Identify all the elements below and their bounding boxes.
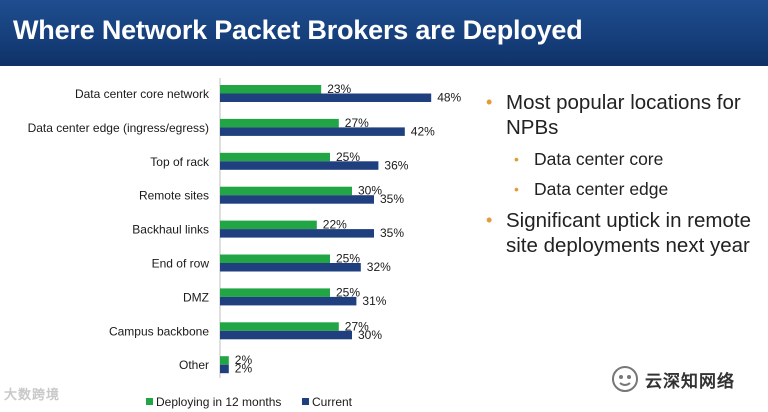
bar-deploying xyxy=(220,118,339,128)
bullet-text: Data center edge xyxy=(534,179,669,199)
bar-current xyxy=(220,330,352,340)
legend-swatch-current xyxy=(302,398,309,405)
bullet-text: Most popular locations for NPBs xyxy=(506,91,741,139)
category-labels: Data center core network Data center edge… xyxy=(28,87,210,372)
bullet-text: Significant uptick in remote site deploy… xyxy=(506,209,751,257)
bullet-dot-icon: • xyxy=(514,151,519,167)
value-label-deploying: 27% xyxy=(345,116,369,130)
bar-current xyxy=(220,93,432,102)
bars xyxy=(220,85,432,374)
value-label-current: 42% xyxy=(411,124,435,138)
value-label-current: 2% xyxy=(235,362,253,376)
value-label-deploying: 27% xyxy=(345,319,369,333)
bar-deploying xyxy=(220,356,229,365)
value-label-deploying: 22% xyxy=(323,218,347,232)
bar-current xyxy=(220,364,229,374)
value-label-current: 36% xyxy=(384,158,408,172)
watermark-right-text: 云深知网络 xyxy=(645,371,735,391)
bar-deploying xyxy=(220,186,352,196)
title-banner: Where Network Packet Brokers are Deploye… xyxy=(0,0,768,66)
value-labels: 23%48%27%42%25%36%30%35%22%35%25%32%25%3… xyxy=(235,82,462,376)
value-label-deploying: 25% xyxy=(336,150,360,164)
value-label-current: 30% xyxy=(358,328,382,342)
bar-deploying xyxy=(220,152,330,162)
category-label: End of row xyxy=(152,257,210,271)
watermark-left: 大数跨境 xyxy=(4,387,61,402)
bullet-dot-icon: • xyxy=(486,210,493,230)
legend-label-deploying: Deploying in 12 months xyxy=(156,395,281,409)
bullet-list: • Most popular locations for NPBs • Data ce… xyxy=(486,90,761,266)
bar-deploying xyxy=(220,288,330,297)
category-label: Data center edge (ingress/egress) xyxy=(28,121,209,135)
category-label: DMZ xyxy=(183,290,209,304)
bar-current xyxy=(220,229,374,238)
category-label: Other xyxy=(179,358,209,372)
bullet-item: • Significant uptick in remote site deplo… xyxy=(486,208,761,258)
category-label: Remote sites xyxy=(139,189,209,203)
value-label-deploying: 23% xyxy=(327,82,351,96)
bullet-dot-icon: • xyxy=(514,181,519,197)
value-label-current: 31% xyxy=(362,294,386,308)
sub-bullet-item: • Data center core xyxy=(486,148,761,170)
bar-current xyxy=(220,263,361,272)
bar-current xyxy=(220,161,379,170)
value-label-deploying: 25% xyxy=(336,285,360,299)
category-label: Campus backbone xyxy=(109,324,209,338)
bullet-dot-icon: • xyxy=(486,92,493,112)
watermark-right: 云深知网络 xyxy=(611,365,735,393)
wechat-logo-icon xyxy=(612,366,638,392)
value-label-current: 32% xyxy=(367,260,391,274)
bar-deploying xyxy=(220,322,339,331)
bar-deploying xyxy=(220,85,322,94)
legend-swatch-deploying xyxy=(146,398,153,405)
slide-title: Where Network Packet Brokers are Deploye… xyxy=(13,15,583,45)
sub-bullet-item: • Data center edge xyxy=(486,178,761,200)
value-label-current: 48% xyxy=(437,91,461,105)
bar-current xyxy=(220,195,374,204)
category-label: Backhaul links xyxy=(132,223,209,237)
value-label-deploying: 2% xyxy=(235,353,253,367)
bullet-text: Data center core xyxy=(534,149,664,169)
value-label-current: 35% xyxy=(380,192,404,206)
bar-chart: Data center core network Data center edge… xyxy=(28,78,462,409)
bar-current xyxy=(220,296,357,306)
legend-label-current: Current xyxy=(312,395,353,409)
value-label-deploying: 25% xyxy=(336,252,360,266)
legend: Deploying in 12 months Current xyxy=(146,395,353,409)
bullet-item: • Most popular locations for NPBs xyxy=(486,90,761,140)
bar-deploying xyxy=(220,220,317,230)
category-label: Data center core network xyxy=(75,87,210,101)
bar-deploying xyxy=(220,254,330,263)
bar-current xyxy=(220,127,405,136)
category-label: Top of rack xyxy=(150,155,210,169)
value-label-current: 35% xyxy=(380,226,404,240)
value-label-deploying: 30% xyxy=(358,184,382,198)
